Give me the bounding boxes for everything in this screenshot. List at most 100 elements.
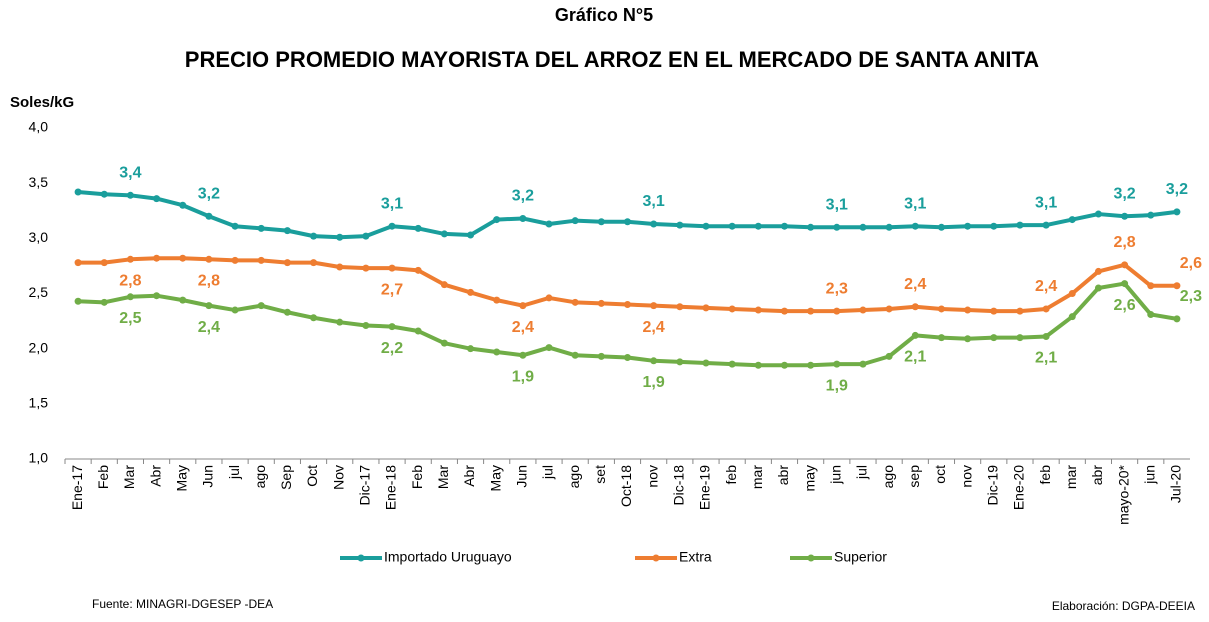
data-label: 3,1: [1035, 194, 1057, 211]
point: [911, 222, 919, 230]
point: [545, 344, 553, 352]
point: [440, 339, 448, 347]
point: [493, 296, 501, 304]
point: [859, 223, 867, 231]
legend-marker: [807, 554, 815, 562]
y-tick-label: 1,0: [29, 450, 49, 466]
x-tick-label: nov: [644, 465, 660, 488]
point: [545, 294, 553, 302]
point: [467, 288, 475, 296]
point: [519, 302, 527, 310]
data-label: 2,2: [381, 340, 403, 357]
point: [257, 302, 265, 310]
point: [964, 306, 972, 314]
x-tick-label: Mar: [435, 465, 451, 489]
point: [153, 195, 161, 203]
point: [807, 223, 815, 231]
legend-label: Importado Uruguayo: [384, 549, 512, 565]
data-label: 2,3: [1180, 288, 1202, 305]
point: [1094, 284, 1102, 292]
point: [780, 307, 788, 315]
point: [964, 222, 972, 230]
point: [283, 308, 291, 316]
data-label: 2,4: [198, 319, 220, 336]
data-label: 2,4: [1035, 278, 1057, 295]
point: [833, 307, 841, 315]
x-tick-label: jul: [854, 465, 870, 480]
x-tick-label: jul: [540, 465, 556, 480]
point: [937, 223, 945, 231]
point: [126, 255, 134, 263]
point: [990, 307, 998, 315]
point: [388, 323, 396, 331]
x-tick-label: Ene-18: [383, 465, 399, 510]
point: [362, 264, 370, 272]
point: [231, 306, 239, 314]
point: [990, 334, 998, 342]
point: [1121, 280, 1129, 288]
y-axis-label: Soles/kG: [10, 94, 74, 111]
point: [126, 293, 134, 301]
x-tick-label: Jun: [514, 465, 530, 488]
point: [100, 298, 108, 306]
point: [100, 190, 108, 198]
credit: Elaboración: DGPA-DEEIA: [1052, 599, 1195, 613]
x-tick-label: nov: [958, 465, 974, 488]
point: [676, 303, 684, 311]
point: [545, 220, 553, 228]
point: [1042, 305, 1050, 313]
point: [911, 303, 919, 311]
point: [676, 358, 684, 366]
x-tick-label: Feb: [95, 465, 111, 489]
data-label: 2,6: [1113, 297, 1135, 314]
point: [362, 321, 370, 329]
source: Fuente: MINAGRI-DGESEP -DEA: [92, 597, 273, 611]
point: [571, 217, 579, 225]
point: [205, 255, 213, 263]
point: [1147, 310, 1155, 318]
x-tick-label: Sep: [278, 465, 294, 490]
series-line: [77, 281, 1178, 368]
y-tick-label: 1,5: [29, 395, 49, 411]
point: [597, 299, 605, 307]
point: [179, 254, 187, 262]
x-tick-label: mar: [1063, 465, 1079, 489]
point: [100, 259, 108, 267]
x-tick-label: set: [592, 465, 608, 484]
point: [624, 353, 631, 361]
point: [231, 256, 239, 264]
point: [336, 318, 344, 326]
x-tick-label: Ene-20: [1011, 465, 1027, 510]
point: [519, 214, 527, 222]
point: [650, 302, 658, 310]
point: [1016, 221, 1024, 229]
point: [676, 221, 684, 229]
x-tick-label: oct: [932, 465, 948, 484]
data-label: 2,4: [512, 319, 534, 336]
point: [336, 233, 344, 241]
point: [624, 301, 631, 309]
point: [1068, 216, 1076, 224]
point: [833, 360, 841, 368]
legend-label: Superior: [834, 549, 887, 565]
x-tick-label: Oct-18: [618, 465, 634, 507]
data-label: 3,2: [1113, 185, 1135, 202]
point: [153, 292, 161, 300]
data-label: 3,1: [381, 195, 403, 212]
y-tick-label: 2,5: [29, 284, 49, 300]
point: [1147, 211, 1155, 219]
point: [859, 360, 867, 368]
point: [728, 360, 736, 368]
point: [74, 297, 82, 305]
point: [650, 357, 658, 365]
chart-title: Gráfico N°5: [555, 5, 653, 25]
x-tick-label: Jul-20: [1168, 465, 1184, 503]
data-label: 3,2: [1166, 181, 1188, 198]
x-tick-label: abr: [775, 465, 791, 486]
legend-marker: [357, 554, 365, 562]
y-tick-label: 4,0: [29, 119, 49, 135]
data-label: 3,2: [198, 185, 220, 202]
point: [833, 223, 841, 231]
point: [1016, 307, 1024, 315]
point: [310, 259, 318, 267]
